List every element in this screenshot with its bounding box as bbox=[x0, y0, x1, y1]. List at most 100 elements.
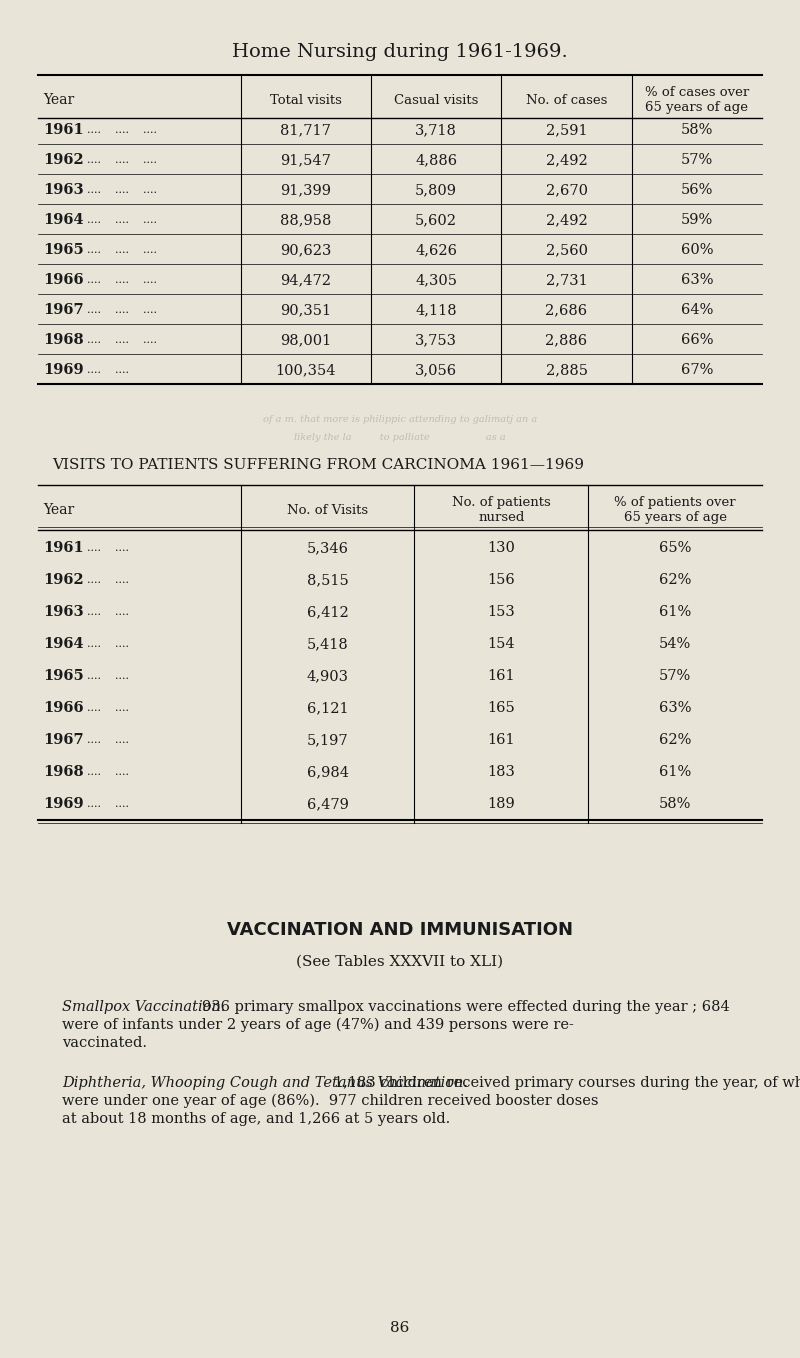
Text: vaccinated.: vaccinated. bbox=[62, 1036, 147, 1050]
Text: 91,399: 91,399 bbox=[280, 183, 331, 197]
Text: 1963: 1963 bbox=[43, 606, 84, 619]
Text: 2,492: 2,492 bbox=[546, 153, 587, 167]
Text: ....    ....: .... .... bbox=[73, 607, 129, 617]
Text: 64%: 64% bbox=[681, 303, 713, 316]
Text: 1962: 1962 bbox=[43, 573, 84, 587]
Text: 4,118: 4,118 bbox=[415, 303, 457, 316]
Text: 59%: 59% bbox=[681, 213, 713, 227]
Text: were under one year of age (86%).  977 children received booster doses: were under one year of age (86%). 977 ch… bbox=[62, 1095, 598, 1108]
Text: 56%: 56% bbox=[681, 183, 713, 197]
Text: 1966: 1966 bbox=[43, 701, 84, 716]
Text: Year: Year bbox=[43, 92, 74, 107]
Text: 936 primary smallpox vaccinations were effected during the year ; 684: 936 primary smallpox vaccinations were e… bbox=[202, 999, 730, 1014]
Text: VACCINATION AND IMMUNISATION: VACCINATION AND IMMUNISATION bbox=[227, 921, 573, 938]
Text: 4,886: 4,886 bbox=[415, 153, 458, 167]
Text: 5,346: 5,346 bbox=[306, 540, 349, 555]
Text: 6,412: 6,412 bbox=[306, 606, 349, 619]
Text: Smallpox Vaccination.: Smallpox Vaccination. bbox=[62, 999, 226, 1014]
Text: ....    ....    ....: .... .... .... bbox=[73, 155, 157, 166]
Text: 81,717: 81,717 bbox=[281, 124, 331, 137]
Text: 2,492: 2,492 bbox=[546, 213, 587, 227]
Text: 2,885: 2,885 bbox=[546, 363, 587, 378]
Text: ....    ....: .... .... bbox=[73, 365, 129, 375]
Text: 2,670: 2,670 bbox=[546, 183, 587, 197]
Text: ....    ....    ....: .... .... .... bbox=[73, 185, 157, 196]
Text: 1,183 children received primary courses during the year, of whom 1,007: 1,183 children received primary courses … bbox=[334, 1076, 800, 1090]
Text: 1968: 1968 bbox=[43, 765, 84, 779]
Text: Casual visits: Casual visits bbox=[394, 94, 478, 106]
Text: 1961: 1961 bbox=[43, 540, 84, 555]
Text: 1964: 1964 bbox=[43, 637, 84, 650]
Text: % of patients over
65 years of age: % of patients over 65 years of age bbox=[614, 496, 736, 524]
Text: 66%: 66% bbox=[681, 333, 713, 348]
Text: No. of cases: No. of cases bbox=[526, 94, 607, 106]
Text: 60%: 60% bbox=[681, 243, 713, 257]
Text: 86: 86 bbox=[390, 1321, 410, 1335]
Text: 62%: 62% bbox=[659, 733, 691, 747]
Text: 2,686: 2,686 bbox=[546, 303, 587, 316]
Text: 4,305: 4,305 bbox=[415, 273, 458, 287]
Text: 1961: 1961 bbox=[43, 124, 84, 137]
Text: 3,056: 3,056 bbox=[415, 363, 458, 378]
Text: 88,958: 88,958 bbox=[280, 213, 331, 227]
Text: 4,903: 4,903 bbox=[306, 669, 349, 683]
Text: 161: 161 bbox=[487, 669, 515, 683]
Text: VISITS TO PATIENTS SUFFERING FROM CARCINOMA 1961—1969: VISITS TO PATIENTS SUFFERING FROM CARCIN… bbox=[52, 458, 584, 473]
Text: 156: 156 bbox=[487, 573, 515, 587]
Text: at about 18 months of age, and 1,266 at 5 years old.: at about 18 months of age, and 1,266 at … bbox=[62, 1112, 450, 1126]
Text: ....    ....: .... .... bbox=[73, 703, 129, 713]
Text: 3,718: 3,718 bbox=[415, 124, 457, 137]
Text: ....    ....    ....: .... .... .... bbox=[73, 276, 157, 285]
Text: 1965: 1965 bbox=[43, 669, 84, 683]
Text: 98,001: 98,001 bbox=[280, 333, 331, 348]
Text: Total visits: Total visits bbox=[270, 94, 342, 106]
Text: 5,809: 5,809 bbox=[415, 183, 458, 197]
Text: 153: 153 bbox=[487, 606, 515, 619]
Text: 1969: 1969 bbox=[43, 797, 84, 811]
Text: ....    ....: .... .... bbox=[73, 799, 129, 809]
Text: 2,731: 2,731 bbox=[546, 273, 587, 287]
Text: of a m. that more is philippic attending to galimatj an a: of a m. that more is philippic attending… bbox=[263, 416, 537, 425]
Text: ....    ....: .... .... bbox=[73, 574, 129, 585]
Text: 90,623: 90,623 bbox=[280, 243, 331, 257]
Text: 165: 165 bbox=[487, 701, 515, 716]
Text: 65%: 65% bbox=[659, 540, 691, 555]
Text: 4,626: 4,626 bbox=[415, 243, 458, 257]
Text: ....    ....    ....: .... .... .... bbox=[73, 335, 157, 345]
Text: 5,602: 5,602 bbox=[415, 213, 458, 227]
Text: 57%: 57% bbox=[659, 669, 691, 683]
Text: 6,479: 6,479 bbox=[306, 797, 349, 811]
Text: 183: 183 bbox=[487, 765, 515, 779]
Text: 100,354: 100,354 bbox=[276, 363, 336, 378]
Text: % of cases over
65 years of age: % of cases over 65 years of age bbox=[645, 86, 749, 114]
Text: 1962: 1962 bbox=[43, 153, 84, 167]
Text: ....    ....: .... .... bbox=[73, 671, 129, 680]
Text: 189: 189 bbox=[487, 797, 515, 811]
Text: 8,515: 8,515 bbox=[306, 573, 349, 587]
Text: Year: Year bbox=[43, 502, 74, 517]
Text: 57%: 57% bbox=[681, 153, 713, 167]
Text: ....    ....    ....: .... .... .... bbox=[73, 306, 157, 315]
Text: 54%: 54% bbox=[659, 637, 691, 650]
Text: 62%: 62% bbox=[659, 573, 691, 587]
Text: 2,886: 2,886 bbox=[546, 333, 587, 348]
Text: No. of Visits: No. of Visits bbox=[287, 504, 368, 516]
Text: 94,472: 94,472 bbox=[280, 273, 331, 287]
Text: Diphtheria, Whooping Cough and Tetanus Vaccination.: Diphtheria, Whooping Cough and Tetanus V… bbox=[62, 1076, 468, 1090]
Text: 1969: 1969 bbox=[43, 363, 84, 378]
Text: 63%: 63% bbox=[681, 273, 713, 287]
Text: 58%: 58% bbox=[659, 797, 691, 811]
Text: 1965: 1965 bbox=[43, 243, 84, 257]
Text: ....    ....    ....: .... .... .... bbox=[73, 215, 157, 225]
Text: 161: 161 bbox=[487, 733, 515, 747]
Text: ....    ....: .... .... bbox=[73, 735, 129, 746]
Text: 6,121: 6,121 bbox=[306, 701, 349, 716]
Text: 61%: 61% bbox=[659, 606, 691, 619]
Text: 3,753: 3,753 bbox=[415, 333, 458, 348]
Text: 61%: 61% bbox=[659, 765, 691, 779]
Text: 90,351: 90,351 bbox=[280, 303, 331, 316]
Text: 154: 154 bbox=[487, 637, 515, 650]
Text: ....    ....    ....: .... .... .... bbox=[73, 244, 157, 255]
Text: 130: 130 bbox=[487, 540, 515, 555]
Text: 1964: 1964 bbox=[43, 213, 84, 227]
